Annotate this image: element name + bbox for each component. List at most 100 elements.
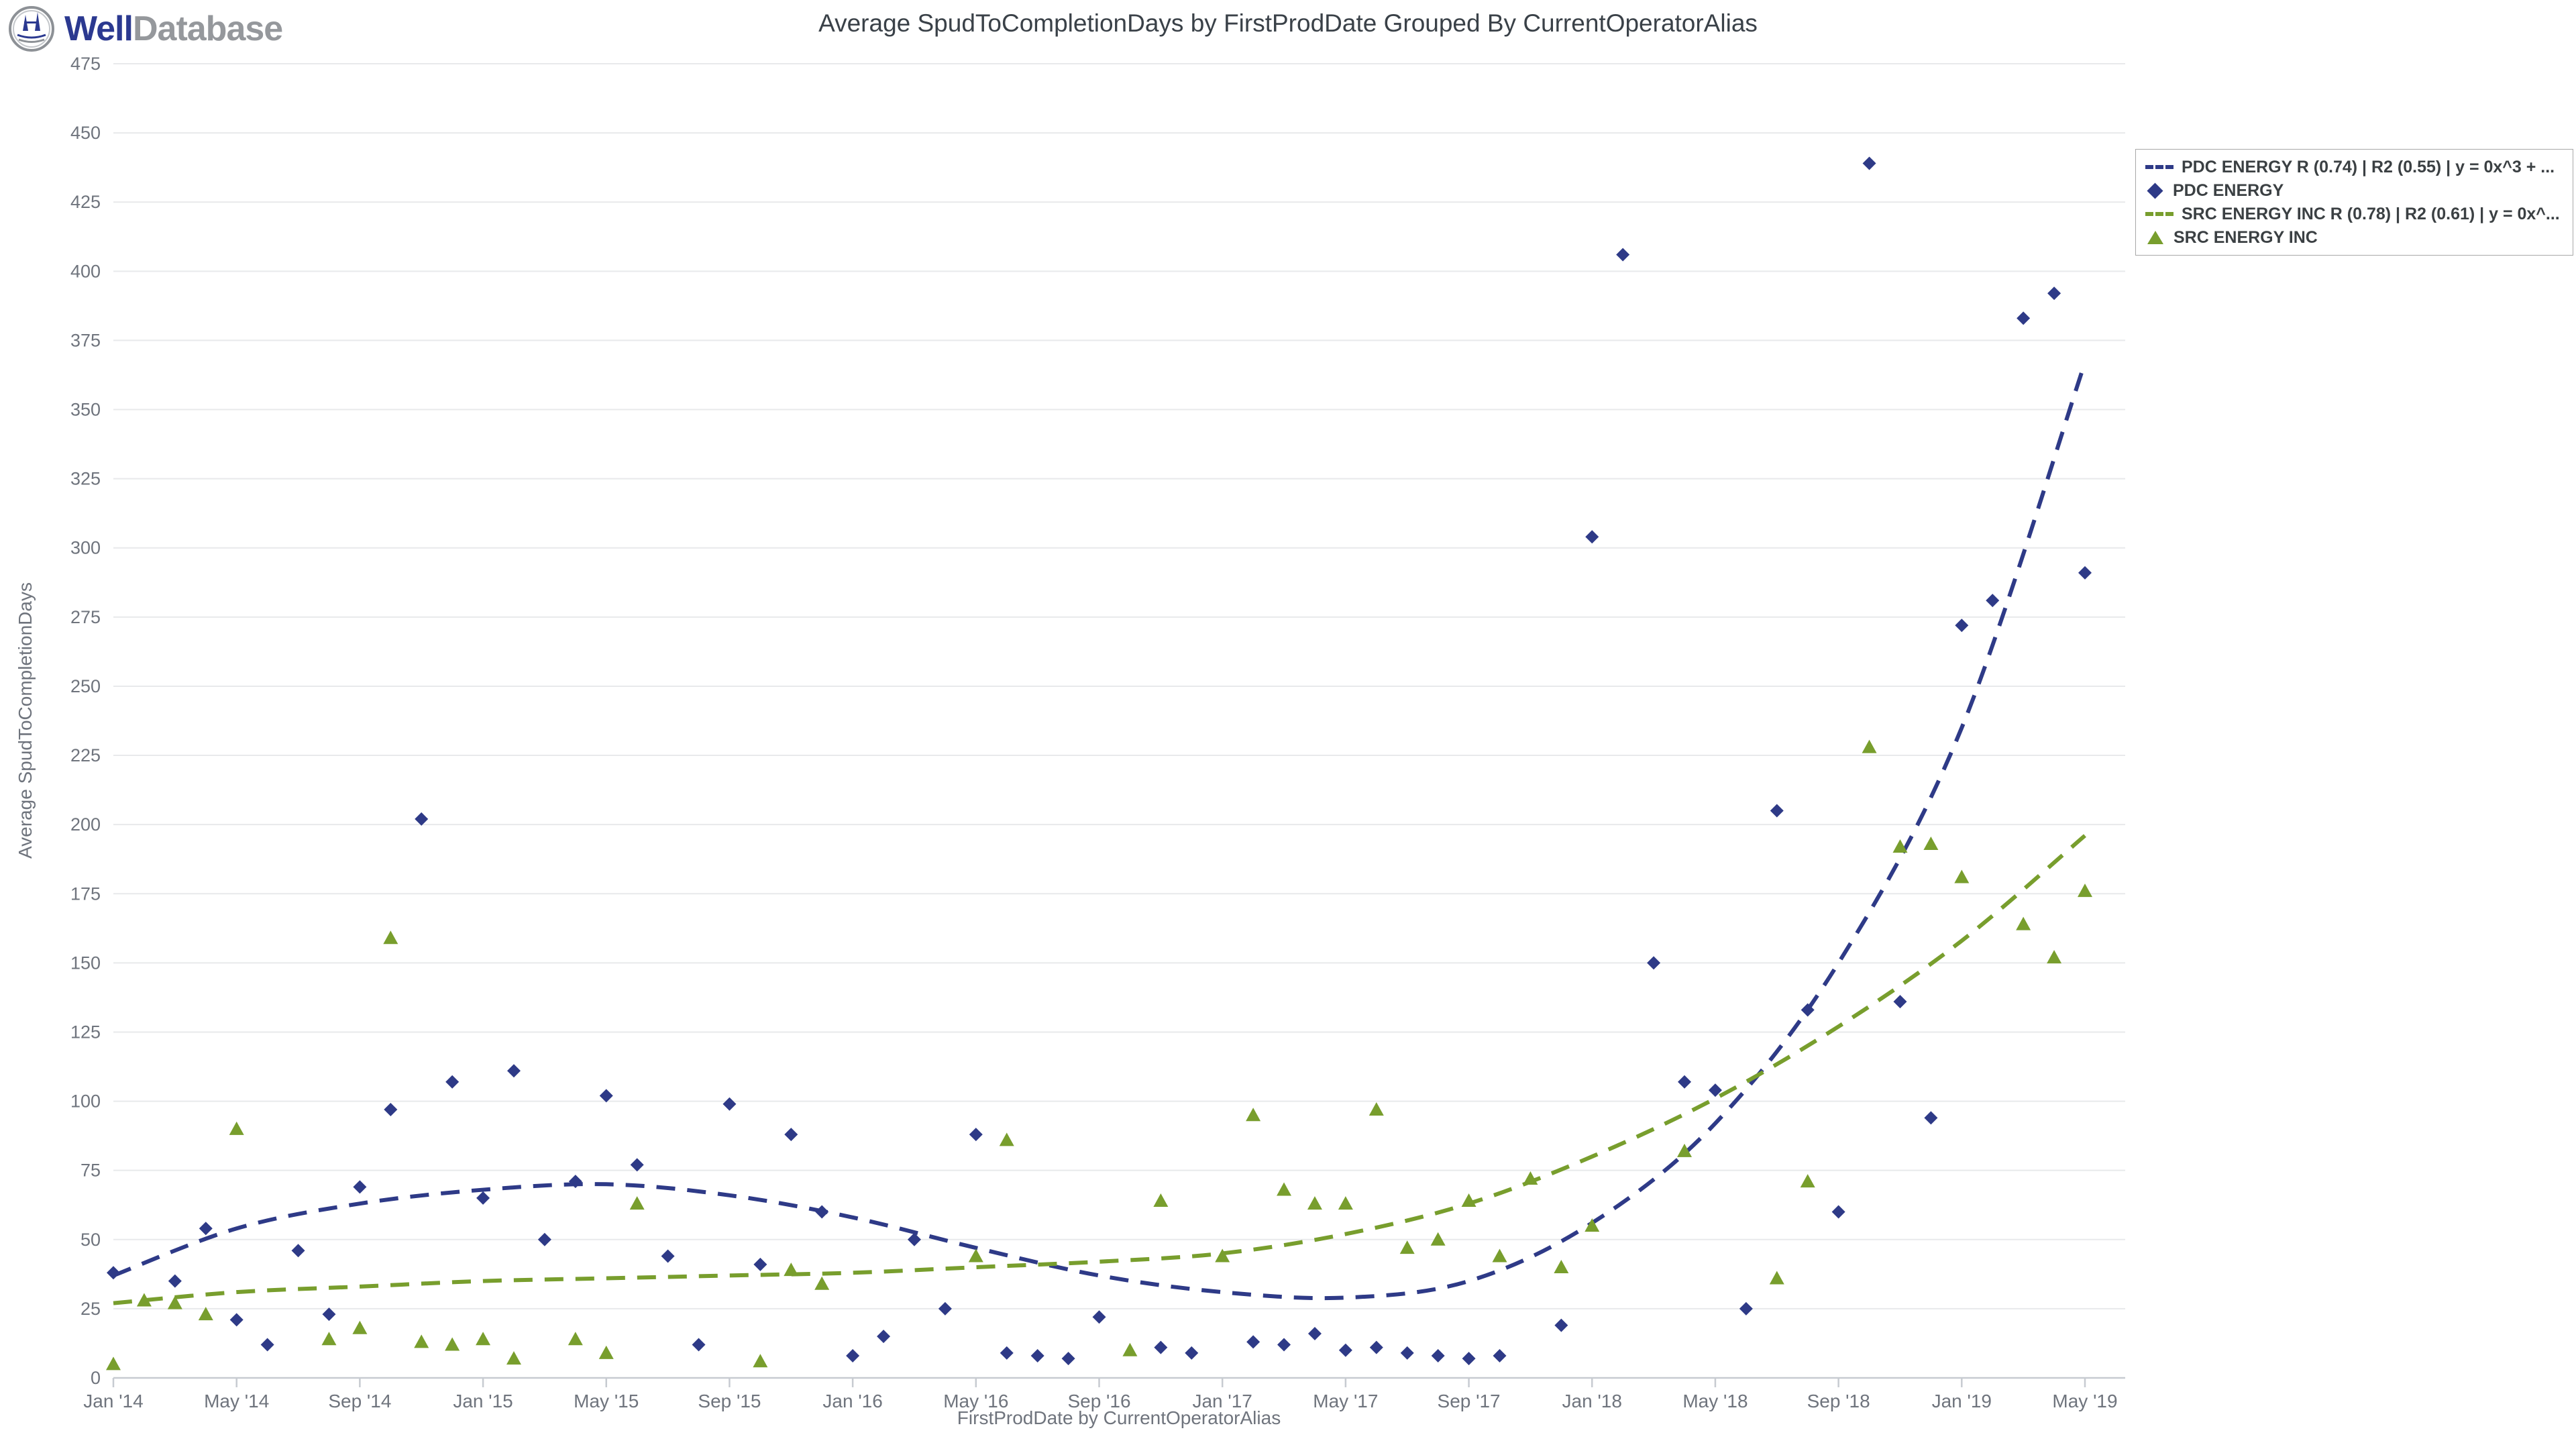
- scatter-point-pdc[interactable]: [1000, 1346, 1014, 1360]
- scatter-point-src[interactable]: [1492, 1248, 1507, 1263]
- scatter-point-src[interactable]: [414, 1334, 429, 1348]
- scatter-point-pdc[interactable]: [1924, 1111, 1938, 1125]
- scatter-point-pdc[interactable]: [2078, 566, 2092, 580]
- scatter-point-pdc[interactable]: [537, 1232, 551, 1246]
- scatter-point-src[interactable]: [784, 1263, 799, 1277]
- scatter-point-src[interactable]: [1338, 1196, 1353, 1210]
- scatter-point-pdc[interactable]: [1554, 1318, 1568, 1332]
- scatter-point-pdc[interactable]: [1585, 530, 1599, 544]
- scatter-point-src[interactable]: [629, 1196, 645, 1210]
- scatter-point-pdc[interactable]: [1647, 956, 1661, 970]
- scatter-point-pdc[interactable]: [568, 1175, 582, 1189]
- scatter-point-pdc[interactable]: [2017, 311, 2031, 325]
- scatter-point-pdc[interactable]: [1831, 1205, 1845, 1219]
- scatter-point-src[interactable]: [1122, 1342, 1138, 1356]
- scatter-point-pdc[interactable]: [168, 1274, 182, 1288]
- scatter-point-src[interactable]: [598, 1345, 614, 1359]
- scatter-point-src[interactable]: [229, 1121, 244, 1135]
- scatter-point-pdc[interactable]: [353, 1180, 367, 1194]
- scatter-point-pdc[interactable]: [1369, 1340, 1383, 1354]
- scatter-point-src[interactable]: [1215, 1248, 1230, 1263]
- scatter-point-pdc[interactable]: [476, 1191, 490, 1205]
- scatter-point-pdc[interactable]: [846, 1349, 860, 1363]
- legend-item-src[interactable]: SRC ENERGY INC: [2145, 227, 2563, 248]
- scatter-point-pdc[interactable]: [1400, 1346, 1414, 1360]
- scatter-point-pdc[interactable]: [229, 1313, 244, 1327]
- scatter-point-src[interactable]: [1892, 839, 1908, 853]
- scatter-point-src[interactable]: [999, 1132, 1014, 1146]
- scatter-point-pdc[interactable]: [384, 1102, 398, 1116]
- scatter-point-pdc[interactable]: [938, 1301, 952, 1316]
- scatter-point-pdc[interactable]: [753, 1257, 767, 1271]
- scatter-point-pdc[interactable]: [1739, 1301, 1753, 1316]
- scatter-point-src[interactable]: [1277, 1182, 1292, 1196]
- scatter-point-pdc[interactable]: [1678, 1075, 1692, 1089]
- scatter-point-src[interactable]: [198, 1307, 213, 1321]
- scatter-point-src[interactable]: [1523, 1171, 1538, 1185]
- scatter-point-pdc[interactable]: [1616, 248, 1630, 262]
- scatter-point-pdc[interactable]: [1708, 1083, 1722, 1097]
- scatter-point-pdc[interactable]: [2047, 286, 2061, 301]
- scatter-point-src[interactable]: [1923, 837, 1939, 851]
- scatter-point-src[interactable]: [1800, 1174, 1815, 1188]
- scatter-point-src[interactable]: [2016, 916, 2031, 930]
- scatter-point-src[interactable]: [1368, 1102, 1384, 1116]
- scatter-point-pdc[interactable]: [784, 1128, 798, 1142]
- scatter-point-src[interactable]: [2078, 883, 2092, 898]
- scatter-point-pdc[interactable]: [1462, 1352, 1476, 1366]
- scatter-point-pdc[interactable]: [1092, 1310, 1106, 1324]
- scatter-point-pdc[interactable]: [1770, 804, 1784, 818]
- scatter-point-src[interactable]: [1461, 1193, 1477, 1208]
- scatter-point-src[interactable]: [383, 930, 398, 945]
- scatter-point-pdc[interactable]: [1185, 1346, 1199, 1360]
- scatter-point-src[interactable]: [1246, 1108, 1261, 1122]
- scatter-point-pdc[interactable]: [877, 1330, 891, 1344]
- scatter-point-pdc[interactable]: [107, 1266, 120, 1280]
- scatter-point-pdc[interactable]: [1955, 619, 1969, 633]
- scatter-point-pdc[interactable]: [506, 1064, 521, 1078]
- scatter-point-pdc[interactable]: [1061, 1352, 1075, 1366]
- scatter-point-pdc[interactable]: [1246, 1335, 1260, 1349]
- scatter-point-src[interactable]: [568, 1332, 583, 1346]
- scatter-point-src[interactable]: [814, 1276, 830, 1290]
- scatter-point-src[interactable]: [1554, 1260, 1569, 1274]
- scatter-point-pdc[interactable]: [260, 1338, 274, 1352]
- scatter-point-pdc[interactable]: [969, 1128, 983, 1142]
- scatter-point-pdc[interactable]: [1493, 1349, 1507, 1363]
- scatter-point-pdc[interactable]: [291, 1244, 305, 1258]
- legend-item-src-trend[interactable]: SRC ENERGY INC R (0.78) | R2 (0.61) | y …: [2145, 203, 2563, 225]
- scatter-point-src[interactable]: [1399, 1240, 1415, 1254]
- scatter-point-pdc[interactable]: [1862, 156, 1876, 170]
- scatter-point-src[interactable]: [1430, 1232, 1446, 1246]
- scatter-point-pdc[interactable]: [722, 1097, 737, 1111]
- scatter-point-src[interactable]: [321, 1332, 337, 1346]
- scatter-point-src[interactable]: [167, 1295, 182, 1309]
- scatter-point-src[interactable]: [968, 1248, 983, 1263]
- scatter-point-pdc[interactable]: [815, 1205, 829, 1219]
- scatter-point-pdc[interactable]: [199, 1222, 213, 1236]
- scatter-point-pdc[interactable]: [1801, 1003, 1815, 1017]
- scatter-point-src[interactable]: [352, 1320, 368, 1334]
- scatter-point-src[interactable]: [1153, 1193, 1169, 1208]
- scatter-point-src[interactable]: [445, 1337, 460, 1351]
- scatter-point-pdc[interactable]: [630, 1158, 644, 1172]
- scatter-point-pdc[interactable]: [322, 1307, 336, 1322]
- scatter-point-pdc[interactable]: [661, 1249, 675, 1263]
- scatter-point-src[interactable]: [106, 1356, 121, 1371]
- scatter-point-pdc[interactable]: [1338, 1343, 1352, 1357]
- scatter-point-src[interactable]: [753, 1354, 768, 1368]
- scatter-point-src[interactable]: [476, 1332, 491, 1346]
- scatter-point-src[interactable]: [1954, 869, 1970, 883]
- scatter-point-src[interactable]: [136, 1293, 152, 1307]
- scatter-point-src[interactable]: [1769, 1271, 1784, 1285]
- scatter-point-pdc[interactable]: [692, 1338, 706, 1352]
- scatter-point-src[interactable]: [1862, 739, 1877, 753]
- scatter-point-pdc[interactable]: [1277, 1338, 1291, 1352]
- scatter-point-pdc[interactable]: [1986, 594, 2000, 608]
- scatter-point-pdc[interactable]: [415, 812, 429, 826]
- scatter-point-pdc[interactable]: [1893, 995, 1907, 1009]
- scatter-point-pdc[interactable]: [907, 1232, 921, 1246]
- scatter-point-src[interactable]: [2047, 950, 2062, 964]
- welldatabase-logo[interactable]: WellDatabase: [8, 4, 283, 54]
